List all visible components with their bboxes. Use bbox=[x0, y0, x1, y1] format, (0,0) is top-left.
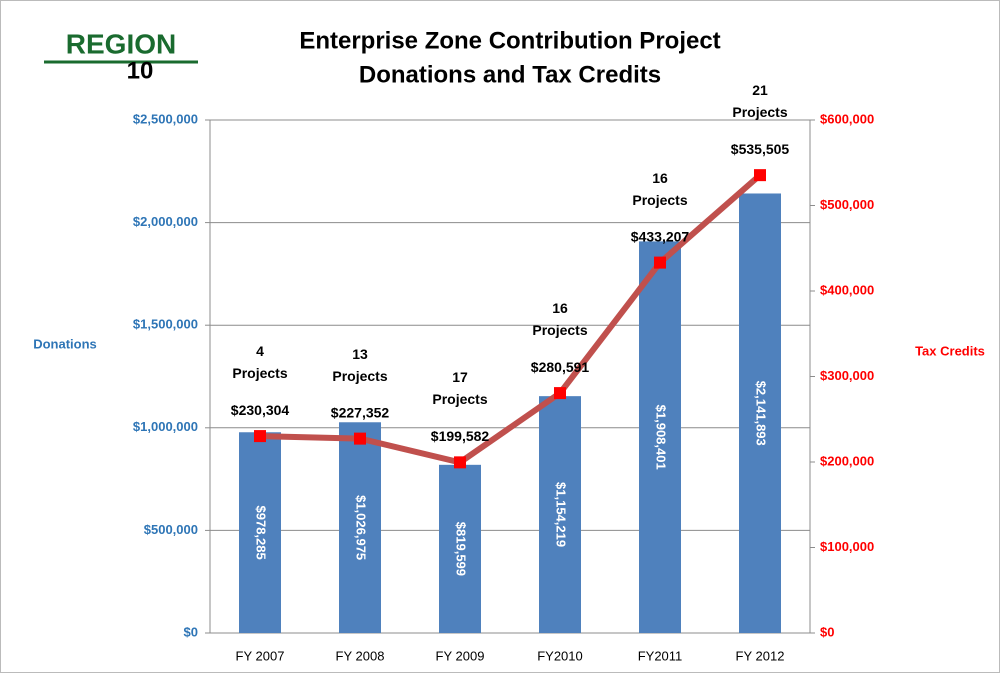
bar bbox=[239, 432, 281, 633]
x-tick-label: FY 2007 bbox=[236, 648, 285, 663]
x-tick-label: FY 2008 bbox=[336, 648, 385, 663]
bar-value-label: $819,599 bbox=[454, 522, 469, 576]
marker bbox=[254, 430, 266, 443]
annotation: 4 Projects bbox=[232, 343, 288, 382]
marker bbox=[454, 456, 466, 469]
y2-tick-label: $300,000 bbox=[820, 368, 874, 383]
marker bbox=[554, 387, 566, 400]
y-tick-label: $1,000,000 bbox=[133, 419, 198, 434]
line-value-label: $535,505 bbox=[731, 141, 790, 157]
line-value-label: $280,591 bbox=[531, 359, 590, 375]
annotation: 16 Projects bbox=[532, 300, 588, 339]
line bbox=[259, 172, 762, 466]
line-value-label: $227,352 bbox=[331, 404, 390, 420]
bar bbox=[539, 396, 581, 633]
y2-tick-label: $500,000 bbox=[820, 197, 874, 212]
logo-top: REGION bbox=[66, 28, 176, 59]
x-tick-label: FY2011 bbox=[638, 648, 683, 663]
y-tick-label: $500,000 bbox=[144, 522, 198, 537]
bar bbox=[739, 193, 781, 633]
bar bbox=[439, 464, 481, 633]
marker bbox=[654, 256, 666, 269]
x-tick-label: FY 2012 bbox=[736, 648, 785, 663]
y-tick-label: $2,000,000 bbox=[133, 214, 198, 229]
x-tick-label: FY2010 bbox=[537, 648, 583, 663]
line-value-label: $433,207 bbox=[631, 228, 690, 244]
annotation: 16 Projects bbox=[632, 169, 688, 208]
y-tick-label: $2,500,000 bbox=[133, 111, 198, 126]
annotation: 21 Projects bbox=[732, 82, 788, 121]
y2-tick-label: $100,000 bbox=[820, 539, 874, 554]
y-tick-label: $0 bbox=[184, 624, 198, 639]
chart-subtitle: Donations and Tax Credits bbox=[359, 61, 661, 88]
x-tick-label: FY 2009 bbox=[436, 648, 485, 663]
y2-tick-label: $600,000 bbox=[820, 111, 874, 126]
bar bbox=[339, 422, 381, 633]
line-value-label: $230,304 bbox=[231, 402, 290, 418]
marker bbox=[754, 169, 766, 182]
marker bbox=[354, 432, 366, 445]
annotation: 17 Projects bbox=[432, 369, 488, 408]
bar bbox=[639, 241, 681, 633]
annotation: 13 Projects bbox=[332, 345, 388, 384]
y2-tick-label: $0 bbox=[820, 624, 834, 639]
y2-tick-label: $400,000 bbox=[820, 282, 874, 297]
line-value-label: $199,582 bbox=[431, 428, 490, 444]
bar-value-label: $1,154,219 bbox=[554, 482, 569, 547]
bar-value-label: $978,285 bbox=[254, 506, 269, 560]
y-axis-label: Donations bbox=[33, 336, 97, 351]
y2-axis-label: Tax Credits bbox=[915, 343, 985, 358]
bar-value-label: $1,026,975 bbox=[354, 495, 369, 560]
y2-tick-label: $200,000 bbox=[820, 453, 874, 468]
chart-title: Enterprise Zone Contribution Project bbox=[299, 27, 720, 54]
bar-value-label: $2,141,893 bbox=[754, 381, 769, 446]
y-tick-label: $1,500,000 bbox=[133, 317, 198, 332]
logo-bottom: 10 bbox=[127, 57, 154, 84]
bar-value-label: $1,908,401 bbox=[654, 405, 669, 470]
